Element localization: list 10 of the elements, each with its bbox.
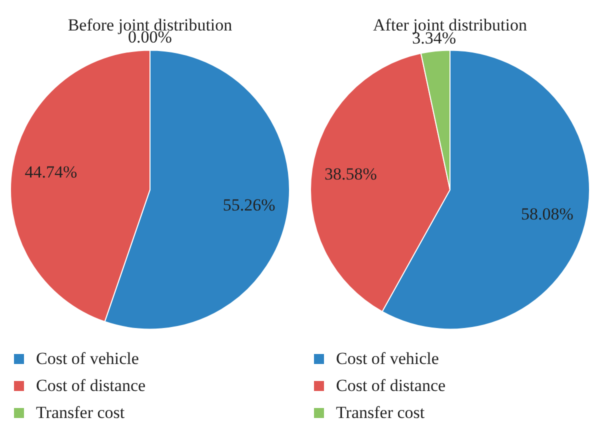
legend-label: Transfer cost (336, 402, 425, 422)
data-label: 55.26% (222, 196, 276, 215)
legend-label: Cost of vehicle (336, 348, 439, 368)
legend-label: Cost of distance (36, 376, 146, 396)
data-label: 38.58% (324, 164, 377, 184)
legend-label: Transfer cost (36, 402, 125, 422)
legend-label: Cost of vehicle (36, 348, 139, 368)
data-label: 44.74% (24, 162, 78, 182)
data-label: 58.08% (521, 204, 574, 224)
legend-label: Cost of distance (336, 376, 446, 396)
